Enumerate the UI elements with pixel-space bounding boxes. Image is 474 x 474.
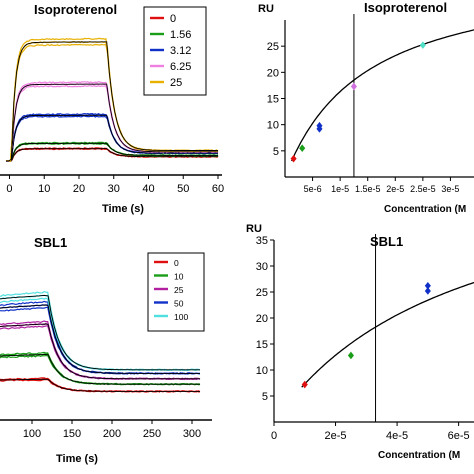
data-point xyxy=(424,287,431,295)
x-tick-label: 20 xyxy=(73,183,85,195)
sbl1-affinity-ylabel: RU xyxy=(246,223,262,235)
iso-sensorgram-series xyxy=(5,37,219,162)
sbl1-affinity-fit-curve xyxy=(301,281,474,388)
data-point xyxy=(290,154,297,163)
x-tick-label: 60 xyxy=(212,183,224,195)
x-tick-label: 1.5e-5 xyxy=(355,184,381,194)
legend-label: 10 xyxy=(174,272,184,282)
x-tick-label: 6e-5 xyxy=(448,430,470,442)
y-tick-label: 15 xyxy=(256,339,268,351)
iso-affinity-ticks: 5 10 15 20 25 5e-6 1e-5 1.5e-5 2e-5 2.5e-5 3e-5 xyxy=(267,41,460,194)
x-tick-label: 250 xyxy=(143,428,161,440)
fit-line-25 xyxy=(0,323,200,380)
y-tick-label: 35 xyxy=(256,235,268,247)
x-tick-label: 2.5e-5 xyxy=(410,184,436,194)
legend-label: 100 xyxy=(174,312,188,322)
panel-sbl1-affinity: RU SBL1 5 10 15 20 25 30 35 0 2e-5 4e-5 6e-5 Conce… xyxy=(246,223,474,461)
fit-line-50 xyxy=(0,304,200,374)
x-tick-label: 30 xyxy=(108,183,120,195)
sbl1-affinity-xlabel: Concentration (M xyxy=(378,450,460,461)
panel-sbl1-sensorgram: SBL1 50100150200250300 Time (s) 01025501… xyxy=(0,235,212,465)
x-tick-label: 200 xyxy=(103,428,121,440)
x-tick-label: 0 xyxy=(6,183,12,195)
data-point xyxy=(350,82,357,91)
data-point xyxy=(419,41,426,49)
sbl1-affinity-title: SBL1 xyxy=(370,234,403,249)
legend-label: 3.12 xyxy=(170,45,191,57)
legend-label: 50 xyxy=(174,299,184,309)
data-point xyxy=(316,121,323,130)
data-point xyxy=(299,144,306,153)
data-point xyxy=(424,281,431,290)
fit-line-1.56 xyxy=(6,142,218,162)
x-tick-label: 300 xyxy=(183,428,201,440)
legend-label: 25 xyxy=(174,285,184,295)
x-tick-label: 0 xyxy=(271,430,277,442)
y-tick-label: 15 xyxy=(267,94,279,106)
panel-iso-affinity: RU Isoproterenol 5 10 15 20 25 5e-6 1e-5 1.5e-5… xyxy=(258,0,474,215)
legend-label: 0 xyxy=(174,258,179,268)
iso-affinity-fit-curve xyxy=(291,29,474,162)
iso-affinity-points xyxy=(290,41,426,163)
legend-label: 0 xyxy=(170,13,176,25)
y-tick-label: 10 xyxy=(256,365,268,377)
fit-line-100 xyxy=(0,294,200,371)
sbl1-sensorgram-title: SBL1 xyxy=(34,235,67,250)
iso-sensorgram-xlabel: Time (s) xyxy=(102,203,144,215)
y-tick-label: 25 xyxy=(267,41,279,53)
y-tick-label: 5 xyxy=(262,391,268,403)
x-tick-label: 150 xyxy=(63,428,81,440)
fit-line-6.25 xyxy=(6,83,218,162)
x-tick-label: 5e-6 xyxy=(304,184,322,194)
y-tick-label: 30 xyxy=(256,261,268,273)
fit-line-3.12 xyxy=(6,114,218,162)
x-tick-label: 40 xyxy=(142,183,154,195)
y-tick-label: 25 xyxy=(256,287,268,299)
iso-sensorgram-x-ticks: 0 10 20 30 40 50 60 xyxy=(6,175,224,195)
x-tick-label: 2e-5 xyxy=(325,430,347,442)
sbl1-affinity-ticks: 5 10 15 20 25 30 35 0 2e-5 4e-5 6e-5 xyxy=(256,235,470,442)
x-tick-label: 50 xyxy=(177,183,189,195)
fit-line-25 xyxy=(6,41,218,162)
legend-label: 6.25 xyxy=(170,61,191,73)
y-tick-label: 5 xyxy=(273,146,279,158)
data-point xyxy=(347,351,354,360)
iso-affinity-ylabel: RU xyxy=(258,3,274,15)
x-tick-label: 2e-5 xyxy=(386,184,404,194)
iso-affinity-xlabel: Concentration (M xyxy=(384,204,466,215)
sbl1-affinity-points xyxy=(301,281,431,389)
iso-sensorgram-legend: 0 1.56 3.12 6.25 25 xyxy=(143,6,207,96)
legend-label: 25 xyxy=(170,77,182,89)
fit-line-0 xyxy=(6,148,218,162)
y-tick-label: 20 xyxy=(267,67,279,79)
iso-affinity-title: Isoproterenol xyxy=(364,0,447,15)
panel-iso-sensorgram: Isoproterenol 0 10 20 30 40 50 60 Time (s) 0 1.… xyxy=(0,2,224,215)
sbl1-sensorgram-x-ticks: 50100150200250300 xyxy=(23,420,201,440)
series-line-3.12-rep-2 xyxy=(6,114,219,162)
x-tick-label: 4e-5 xyxy=(386,430,408,442)
iso-sensorgram-title: Isoproterenol xyxy=(34,2,117,17)
x-tick-label: 10 xyxy=(38,183,50,195)
fit-line-10 xyxy=(0,354,200,385)
sbl1-sensorgram-xlabel: Time (s) xyxy=(56,453,98,465)
series-line-0-rep-3 xyxy=(0,377,201,393)
x-tick-label: 1e-5 xyxy=(331,184,349,194)
x-tick-label: 100 xyxy=(23,428,41,440)
x-tick-label: 3e-5 xyxy=(441,184,459,194)
data-point xyxy=(301,380,308,389)
sbl1-sensorgram-legend: 0 10 25 50 100 xyxy=(147,252,205,332)
y-tick-label: 10 xyxy=(267,120,279,132)
sbl1-legend-box xyxy=(147,252,205,332)
fit-line-0 xyxy=(0,378,200,392)
sbl1-sensorgram-series xyxy=(0,290,201,393)
y-tick-label: 20 xyxy=(256,313,268,325)
legend-label: 1.56 xyxy=(170,29,191,41)
